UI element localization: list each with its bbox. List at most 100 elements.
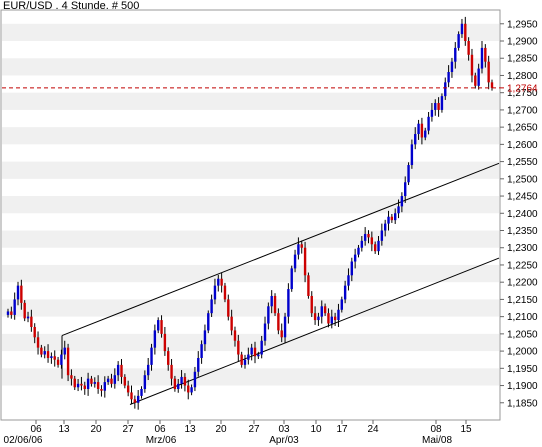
candle-body: [133, 399, 137, 403]
candle-body: [103, 382, 106, 391]
candle-body: [440, 96, 444, 110]
price-tick-label: 1,2900: [507, 37, 538, 48]
time-axis: 06 13 20 27 06 13 20 27 03 10 17 24 08 15 02/06/06 Mrz/…: [4, 420, 472, 446]
price-tick-label: 1,2650: [507, 123, 538, 134]
candle-body: [223, 285, 227, 300]
time-tick-label: 20: [90, 424, 102, 435]
candle-body: [66, 347, 70, 376]
candle-body: [490, 82, 494, 88]
candle-body: [487, 61, 490, 83]
candle-body: [120, 364, 123, 377]
candle-body: [43, 351, 46, 355]
candle-body: [430, 109, 434, 117]
candle-body: [86, 378, 90, 389]
candle-body: [60, 354, 63, 365]
price-tick-label: 1,2150: [507, 295, 538, 306]
time-tick-label: 10: [310, 424, 322, 435]
candle-body: [146, 364, 150, 376]
candle-body: [457, 34, 460, 48]
candle-body: [310, 295, 313, 314]
candle-body: [290, 268, 293, 290]
grid-band: [2, 127, 499, 145]
candle-body: [70, 375, 73, 379]
candle-body: [400, 196, 404, 207]
candle-body: [377, 240, 380, 252]
candle-body: [407, 165, 410, 183]
candle-body: [353, 254, 357, 262]
candle-body: [417, 123, 420, 135]
candle-body: [424, 130, 427, 138]
candle-body: [323, 306, 327, 314]
candle-body: [293, 254, 297, 269]
candle-body: [200, 344, 203, 358]
time-period-label: Apr/03: [269, 435, 299, 446]
candle-body: [180, 376, 183, 384]
price-tick-label: 1,2200: [507, 278, 538, 289]
price-tick-label: 1,2550: [507, 157, 538, 168]
candle-body: [20, 285, 23, 303]
time-tick-label: 06: [154, 424, 166, 435]
candle-body: [394, 213, 397, 221]
price-tick-label: 1,2600: [507, 140, 538, 151]
grid-bands: [2, 23, 499, 386]
candle-body: [263, 323, 267, 341]
candle-body: [50, 356, 53, 358]
price-tick-label: 1,2850: [507, 54, 538, 65]
time-tick-label: 13: [58, 424, 70, 435]
channel-lower-line: [129, 257, 500, 405]
candle-body: [106, 378, 110, 383]
candle-body: [447, 72, 450, 83]
time-tick-label: 08: [430, 424, 442, 435]
candle-body: [450, 61, 454, 73]
candle-body: [153, 330, 157, 348]
candle-body: [126, 385, 130, 393]
time-tick-label: 24: [367, 424, 379, 435]
price-tick-label: 1,2100: [507, 312, 538, 323]
candle-body: [367, 233, 370, 238]
candle-body: [303, 247, 307, 276]
candle-body: [157, 320, 160, 331]
price-tick-label: 1,2000: [507, 347, 538, 358]
candle-body: [273, 295, 277, 314]
candle-body: [100, 388, 103, 391]
candle-body: [297, 244, 300, 255]
candle-body: [380, 230, 384, 241]
candle-body: [183, 376, 187, 386]
candle-body: [373, 244, 377, 252]
candle-body: [480, 47, 484, 69]
candle-body: [420, 123, 424, 138]
candle-body: [434, 103, 437, 110]
candle-body: [143, 375, 147, 389]
candle-body: [330, 316, 333, 324]
candle-body: [16, 285, 20, 300]
candle-body: [213, 285, 217, 300]
candle-body: [260, 340, 263, 355]
candle-body: [136, 395, 140, 403]
candle-body: [23, 302, 26, 319]
grid-band: [2, 92, 499, 110]
price-tick-label: 1,2050: [507, 329, 538, 340]
candle-body: [116, 364, 120, 376]
candle-body: [464, 23, 467, 42]
candle-body: [387, 216, 390, 224]
candle-body: [237, 340, 240, 355]
time-tick-label: 20: [215, 424, 227, 435]
price-tick-label: 1,2400: [507, 209, 538, 220]
grid-band: [2, 58, 499, 76]
candle-body: [123, 376, 127, 386]
candle-body: [140, 388, 143, 396]
time-period-label: 02/06/06: [4, 435, 43, 446]
candle-body: [347, 275, 350, 286]
candle-body: [337, 309, 340, 321]
candle-body: [307, 275, 310, 296]
candle-body: [397, 206, 400, 214]
grid-band: [2, 230, 499, 248]
candle-body: [230, 316, 233, 331]
candle-body: [460, 23, 464, 35]
candle-body: [343, 285, 347, 300]
candle-body: [383, 223, 387, 231]
candle-body: [30, 316, 33, 327]
candle-body: [300, 244, 303, 248]
current-price-marker: 1,2764: [2, 83, 538, 94]
